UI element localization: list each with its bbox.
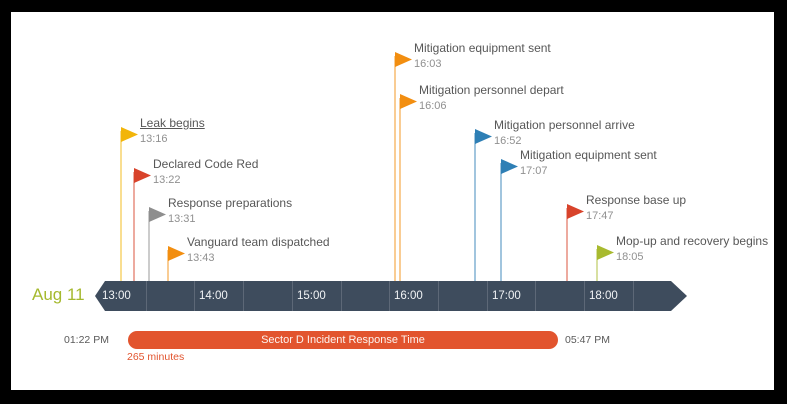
- flag-icon: [475, 129, 492, 144]
- flag-icon: [400, 94, 417, 109]
- halfhour-tick: [194, 281, 195, 311]
- halfhour-tick: [292, 281, 293, 311]
- halfhour-tick: [341, 281, 342, 311]
- milestone-connector-line: [596, 249, 598, 281]
- milestone-title: Mop-up and recovery begins: [616, 234, 769, 248]
- milestone-time: 13:16: [140, 133, 168, 145]
- timeline-band: 13:00 14:00 15:00 16:00 17:00 18:00: [95, 281, 687, 311]
- milestone-title: Mitigation personnel arrive: [494, 118, 635, 132]
- flag-icon: [395, 52, 412, 67]
- flag-icon: [597, 245, 614, 260]
- milestone-title: Response preparations: [168, 196, 293, 210]
- frame-border: [0, 0, 787, 12]
- flag-icon: [121, 127, 138, 142]
- halfhour-tick: [584, 281, 585, 311]
- duration-bar-label: Sector D Incident Response Time: [261, 334, 425, 346]
- milestone-connector-line: [148, 211, 150, 281]
- duration-end-time: 05:47 PM: [565, 334, 610, 346]
- milestone-title: Vanguard team dispatched: [187, 235, 330, 249]
- hour-tick-label: 13:00: [102, 290, 131, 302]
- frame-border: [0, 0, 11, 404]
- hour-tick-label: 14:00: [199, 290, 228, 302]
- flag-icon: [134, 168, 151, 183]
- halfhour-tick: [438, 281, 439, 311]
- milestone-time: 13:31: [168, 213, 196, 225]
- milestone-connector-line: [566, 208, 568, 281]
- milestone-title: Leak begins: [140, 116, 205, 130]
- halfhour-tick: [487, 281, 488, 311]
- milestone-title: Mitigation personnel depart: [419, 83, 564, 97]
- hour-tick-label: 16:00: [394, 290, 423, 302]
- milestone-title: Mitigation equipment sent: [414, 41, 551, 55]
- duration-start-time: 01:22 PM: [64, 334, 109, 346]
- milestone-time: 16:06: [419, 100, 447, 112]
- milestone-title: Declared Code Red: [153, 157, 259, 171]
- halfhour-tick: [146, 281, 147, 311]
- hour-tick-label: 17:00: [492, 290, 521, 302]
- date-label: Aug 11: [32, 285, 85, 304]
- milestone-connector-line: [394, 56, 396, 281]
- milestone-time: 18:05: [616, 251, 644, 263]
- frame-border: [0, 390, 787, 404]
- flag-icon: [149, 207, 166, 222]
- milestone-time: 17:07: [520, 165, 548, 177]
- flag-icon: [168, 246, 185, 261]
- duration-minutes: 265 minutes: [127, 351, 185, 363]
- milestone-time: 17:47: [586, 210, 614, 222]
- milestone-connector-line: [399, 98, 401, 281]
- halfhour-tick: [243, 281, 244, 311]
- milestone-connector-line: [120, 131, 122, 281]
- milestone-time: 13:43: [187, 252, 215, 264]
- halfhour-tick: [389, 281, 390, 311]
- halfhour-tick: [633, 281, 634, 311]
- milestone-connector-line: [167, 250, 169, 281]
- milestone-connector-line: [500, 163, 502, 281]
- milestone-title: Mitigation equipment sent: [520, 148, 657, 162]
- frame-border: [774, 0, 787, 404]
- milestone-title: Response base up: [586, 193, 687, 207]
- flag-icon: [501, 159, 518, 174]
- hour-tick-label: 15:00: [297, 290, 326, 302]
- milestone-time: 16:03: [414, 58, 442, 70]
- hour-tick-label: 18:00: [589, 290, 618, 302]
- milestone-time: 13:22: [153, 174, 181, 186]
- flag-icon: [567, 204, 584, 219]
- halfhour-tick: [535, 281, 536, 311]
- milestone-connector-line: [474, 133, 476, 281]
- duration-bar: Sector D Incident Response Time: [128, 331, 558, 349]
- milestone-connector-line: [133, 172, 135, 281]
- milestone-time: 16:52: [494, 135, 522, 147]
